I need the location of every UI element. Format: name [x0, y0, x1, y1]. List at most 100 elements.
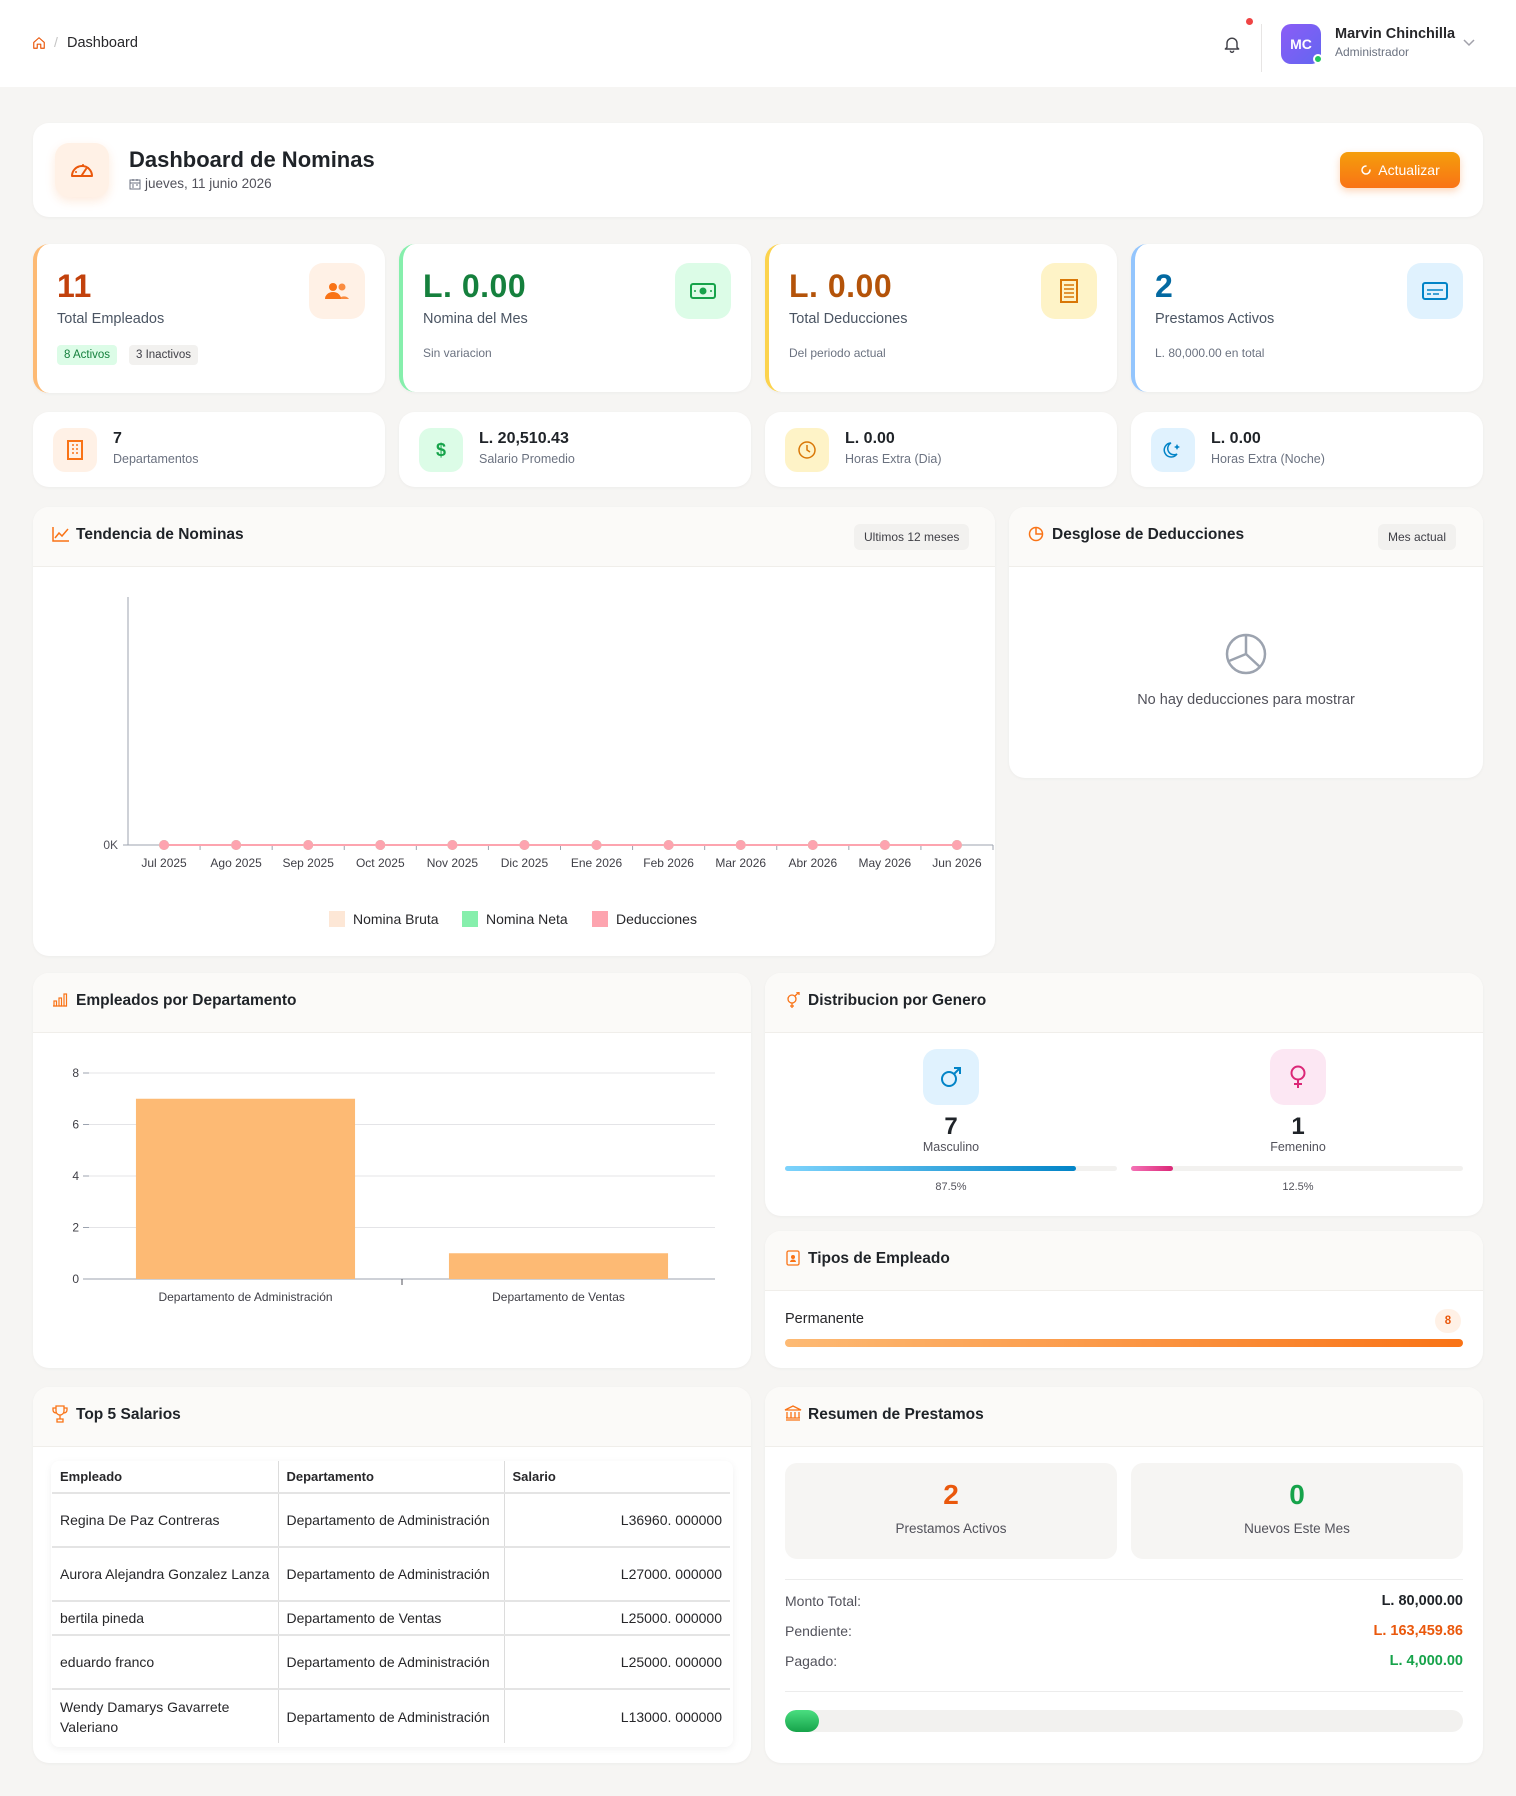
- column-header[interactable]: Departamento: [278, 1461, 505, 1494]
- gender-card: Distribucion por Genero 7 Masculino 87.5…: [765, 973, 1483, 1216]
- card-title: Empleados por Departamento: [76, 992, 297, 1009]
- department-card: Empleados por Departamento 0 2 4 6 8 Departam…: [33, 973, 751, 1368]
- table-row[interactable]: Wendy Damarys Gavarrete Valeriano Depart…: [52, 1688, 730, 1743]
- gender-icon: [787, 992, 800, 1008]
- y-tick-label: 4: [72, 1169, 79, 1183]
- calendar-icon: [129, 179, 141, 190]
- card-header: [33, 507, 995, 567]
- line-chart-icon: [52, 527, 69, 542]
- credit-card-icon: [1407, 263, 1463, 319]
- stat-card-deductions[interactable]: L. 0.00 Total Deducciones Del periodo ac…: [765, 244, 1117, 392]
- mini-label: Horas Extra (Dia): [845, 452, 942, 466]
- x-tick-label: Dic 2025: [501, 856, 549, 870]
- mini-value: 7: [113, 430, 122, 447]
- stat-value: 2: [1155, 268, 1174, 304]
- moon-stars-icon: [1151, 428, 1195, 472]
- header-card: Dashboard de Nominas jueves, 11 junio 20…: [33, 123, 1483, 217]
- trend-card: Tendencia de Nominas Ultimos 12 meses 0K…: [33, 507, 995, 956]
- type-count-badge: 8: [1435, 1309, 1461, 1333]
- table-row[interactable]: Regina De Paz Contreras Departamento de …: [52, 1492, 730, 1547]
- user-name[interactable]: Marvin Chinchilla: [1335, 26, 1456, 42]
- x-tick-label: Jun 2026: [932, 856, 982, 870]
- male-icon: [923, 1049, 979, 1105]
- employee-cell: bertila pineda: [52, 1600, 279, 1635]
- x-tick-label: Ago 2025: [210, 856, 262, 870]
- department-cell: Departamento de Ventas: [278, 1600, 505, 1635]
- female-label: Femenino: [1270, 1140, 1326, 1154]
- active-loans-value: 2: [943, 1479, 959, 1510]
- y-tick-label: 2: [72, 1221, 79, 1235]
- mini-card-overtime-day[interactable]: L. 0.00 Horas Extra (Dia): [765, 412, 1117, 487]
- x-tick-label: Departamento de Administración: [158, 1290, 332, 1304]
- home-icon[interactable]: [32, 36, 46, 50]
- total-value: L. 80,000.00: [1381, 1593, 1463, 1609]
- loans-summary-card: Resumen de Prestamos 2 Prestamos Activos…: [765, 1387, 1483, 1763]
- period-pill[interactable]: Ultimos 12 meses: [854, 524, 970, 550]
- department-cell: Departamento de Administración: [278, 1688, 505, 1743]
- stat-card-employees[interactable]: 11 Total Empleados 8 Activos 3 Inactivos: [33, 244, 385, 393]
- inactive-badge: 3 Inactivos: [129, 345, 198, 365]
- mini-value: L. 20,510.43: [479, 430, 569, 447]
- stat-value: L. 0.00: [789, 268, 893, 304]
- column-header[interactable]: Empleado: [52, 1461, 279, 1494]
- trend-chart: 0K Jul 2025 Ago 2025 Sep 2025 Oct 2025 Nov 20…: [103, 597, 994, 927]
- column-header[interactable]: Salario: [504, 1461, 730, 1494]
- receipt-icon: [1041, 263, 1097, 319]
- period-pill[interactable]: Mes actual: [1378, 524, 1457, 550]
- data-point: [951, 840, 962, 850]
- page-date: jueves, 11 junio 2026: [145, 176, 272, 191]
- stat-value: L. 0.00: [423, 268, 527, 304]
- employee-cell: Aurora Alejandra Gonzalez Lanza: [52, 1546, 279, 1601]
- top-bar: / Dashboard MC Marvin Chinchilla Adminis…: [0, 0, 1516, 87]
- mini-card-departments[interactable]: 7 Departamentos: [33, 412, 385, 487]
- stat-sub: L. 80,000.00 en total: [1155, 346, 1265, 360]
- x-tick-label: Mar 2026: [715, 856, 766, 870]
- card-title: Distribucion por Genero: [808, 992, 987, 1009]
- data-point: [519, 840, 530, 850]
- female-progress-fill: [1131, 1166, 1173, 1171]
- employee-cell: Regina De Paz Contreras: [52, 1492, 279, 1547]
- card-title: Tipos de Empleado: [808, 1250, 950, 1267]
- stat-value: 11: [57, 268, 92, 304]
- refresh-button[interactable]: Actualizar: [1340, 152, 1460, 188]
- mini-card-avg-salary[interactable]: $ L. 20,510.43 Salario Promedio: [399, 412, 751, 487]
- card-header: [765, 973, 1483, 1033]
- stat-card-loans[interactable]: 2 Prestamos Activos L. 80,000.00 en tota…: [1131, 244, 1483, 392]
- table-row[interactable]: bertila pineda Departamento de Ventas L2…: [52, 1600, 730, 1635]
- clock-icon: [785, 428, 829, 472]
- bell-icon[interactable]: [1222, 33, 1242, 55]
- x-tick-label: Feb 2026: [643, 856, 694, 870]
- user-role: Administrador: [1335, 45, 1410, 59]
- card-header: [765, 1387, 1483, 1447]
- female-percent: 12.5%: [1282, 1181, 1314, 1193]
- breadcrumb-current: Dashboard: [67, 35, 138, 51]
- new-loans-label: Nuevos Este Mes: [1244, 1521, 1350, 1536]
- pie-chart-icon: [1028, 526, 1044, 542]
- data-point: [807, 840, 818, 850]
- paid-progress-track: [785, 1710, 1463, 1732]
- data-point: [591, 840, 602, 850]
- data-point: [447, 840, 458, 850]
- card-header: [33, 1387, 751, 1447]
- card-title: Resumen de Prestamos: [808, 1406, 984, 1423]
- department-cell: Departamento de Administración: [278, 1492, 505, 1547]
- stat-card-payroll[interactable]: L. 0.00 Nomina del Mes Sin variacion: [399, 244, 751, 392]
- y-tick-label: 0K: [103, 838, 118, 852]
- x-tick-label: Jul 2025: [141, 856, 187, 870]
- empty-message: No hay deducciones para mostrar: [1137, 692, 1355, 708]
- male-progress-fill: [785, 1166, 1076, 1171]
- table-row[interactable]: eduardo franco Departamento de Administr…: [52, 1634, 730, 1689]
- male-progress-track: [785, 1166, 1117, 1171]
- avatar[interactable]: MC: [1281, 24, 1321, 64]
- divider: [785, 1579, 1463, 1580]
- table-row[interactable]: Aurora Alejandra Gonzalez Lanza Departam…: [52, 1546, 730, 1601]
- female-progress-track: [1131, 1166, 1463, 1171]
- mini-card-overtime-night[interactable]: L. 0.00 Horas Extra (Noche): [1131, 412, 1483, 487]
- card-header: [33, 973, 751, 1033]
- bar: [135, 1098, 356, 1279]
- card-title: Desglose de Deducciones: [1052, 526, 1245, 543]
- type-label: Permanente: [785, 1311, 864, 1327]
- card-title: Tendencia de Nominas: [76, 526, 244, 543]
- chevron-down-icon[interactable]: [1463, 39, 1475, 47]
- department-cell: Departamento de Administración: [278, 1546, 505, 1601]
